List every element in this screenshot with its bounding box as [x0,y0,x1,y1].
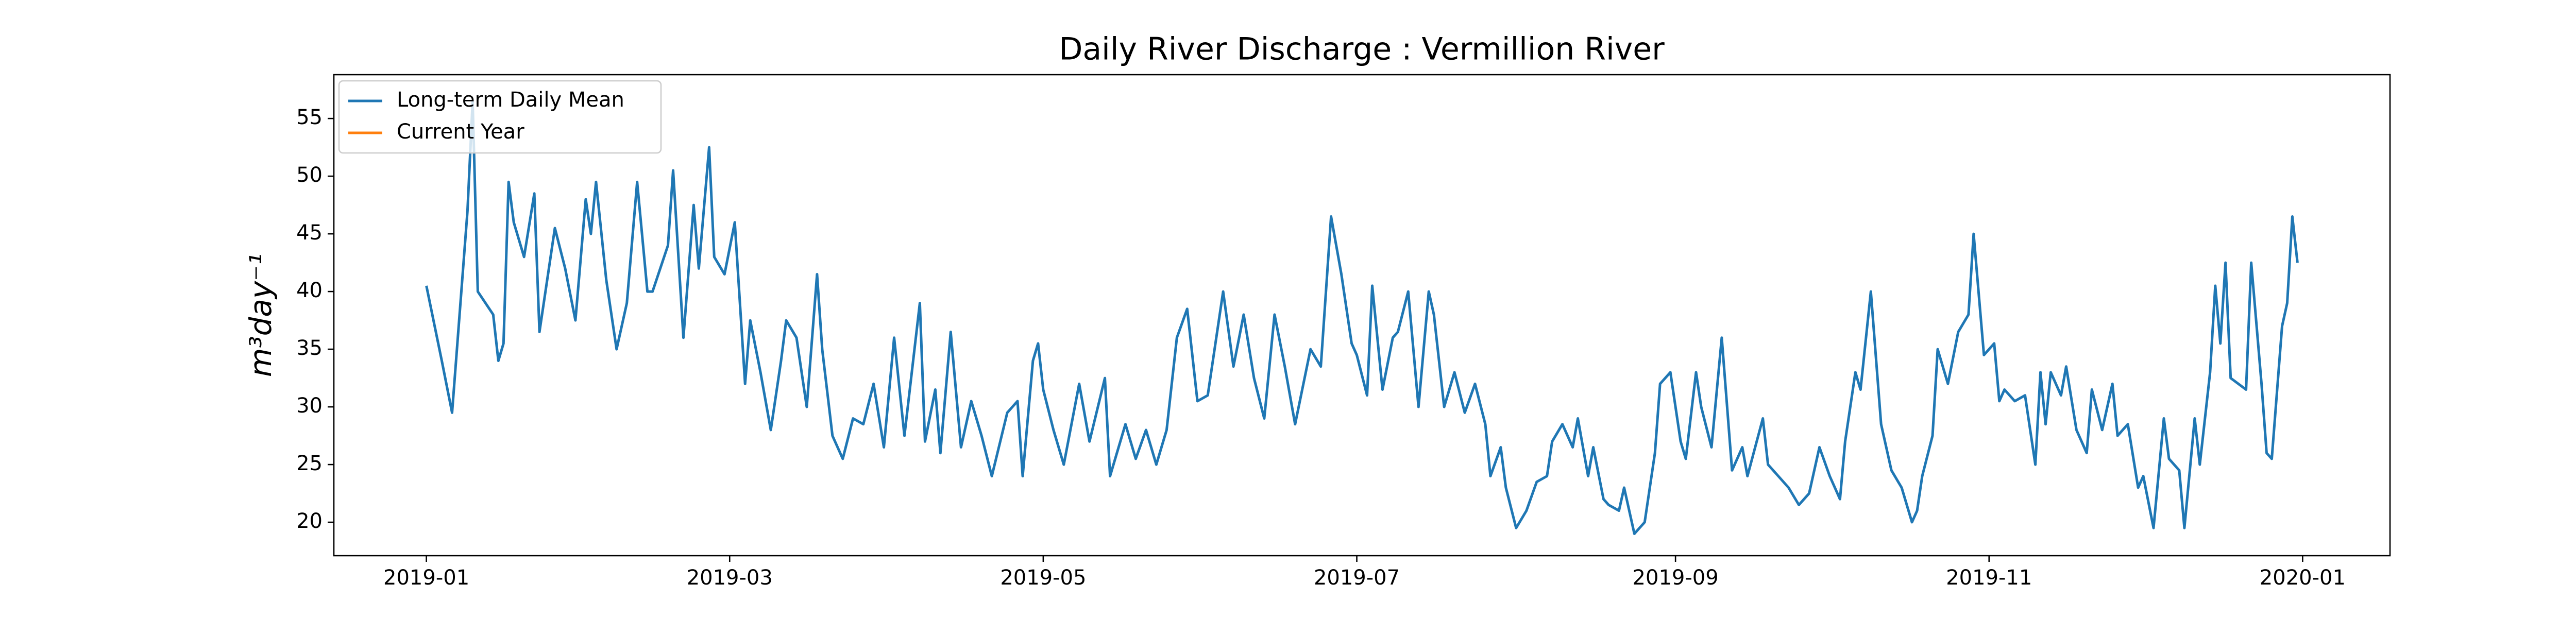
x-tick-label: 2019-05 [1000,566,1086,590]
chart-title: Daily River Discharge : Vermillion River [1059,31,1665,67]
plot-frame [333,74,2391,557]
y-tick-label: 35 [296,336,323,360]
y-tick-label: 50 [296,163,323,187]
x-tick-label: 2019-03 [687,566,773,590]
legend-label: Long-term Daily Mean [397,88,624,112]
y-tick-label: 25 [296,452,323,475]
y-tick-label: 20 [296,509,323,533]
x-tick-label: 2019-09 [1633,566,1719,590]
x-tick-label: 2019-11 [1946,566,2032,590]
y-tick-label: 55 [296,106,323,129]
legend-label: Current Year [397,120,524,144]
legend-box [338,80,662,154]
legend: Long-term Daily Mean Current Year [338,80,662,154]
data-line [425,100,2299,535]
y-axis-label: m³day⁻¹ [243,253,278,377]
y-tick-label: 45 [296,221,323,245]
x-tick-label: 2019-01 [383,566,469,590]
y-tick-label: 30 [296,394,323,418]
x-tick-label: 2020-01 [2260,566,2346,590]
x-tick-label: 2019-07 [1314,566,1400,590]
y-tick-label: 40 [296,279,323,302]
